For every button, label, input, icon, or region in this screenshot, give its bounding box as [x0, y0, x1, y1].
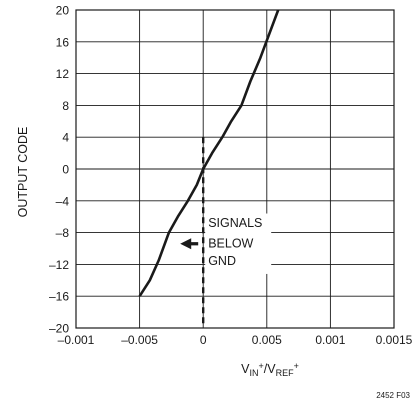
left-arrow-icon — [180, 238, 199, 250]
series-layer — [138, 9, 280, 297]
y-tick-label: 20 — [56, 4, 70, 18]
grid — [76, 10, 394, 328]
y-tick-labels: –20 –16 –12 –8 –4 0 4 8 12 16 20 — [49, 4, 69, 336]
y-tick-label: 12 — [56, 67, 70, 81]
y-tick-label: 4 — [62, 131, 69, 145]
y-tick-label: –12 — [49, 258, 69, 272]
annotation-box: SIGNALS BELOW GND — [180, 213, 272, 274]
annotation-line-3: GND — [208, 254, 236, 268]
x-tick-label: 0.001 — [315, 333, 345, 347]
y-tick-label: –8 — [56, 226, 70, 240]
x-tick-label: 0.005 — [252, 333, 282, 347]
x-tick-label: –0.005 — [121, 333, 158, 347]
x-tick-label: –0.001 — [58, 333, 95, 347]
y-tick-label: 16 — [56, 35, 70, 49]
series-line — [138, 9, 280, 297]
plot-frame — [75, 9, 395, 329]
x-tick-labels: –0.001 –0.005 0 0.005 0.001 0.0015 — [58, 333, 413, 347]
annotation-line-2: BELOW — [208, 237, 253, 251]
figure-id: 2452 F03 — [376, 391, 410, 400]
annotation-line-1: SIGNALS — [208, 216, 262, 230]
x-tick-label: 0.0015 — [376, 333, 413, 347]
x-tick-label: 0 — [200, 333, 207, 347]
y-tick-label: 8 — [62, 99, 69, 113]
x-axis-title: VIN+/VREF+ — [241, 361, 299, 378]
y-tick-label: 0 — [62, 163, 69, 177]
y-tick-label: –20 — [49, 322, 69, 336]
y-tick-label: –16 — [49, 290, 69, 304]
y-axis-title: OUTPUT CODE — [16, 127, 30, 218]
annotation-background — [205, 213, 272, 274]
y-tick-label: –4 — [56, 194, 70, 208]
